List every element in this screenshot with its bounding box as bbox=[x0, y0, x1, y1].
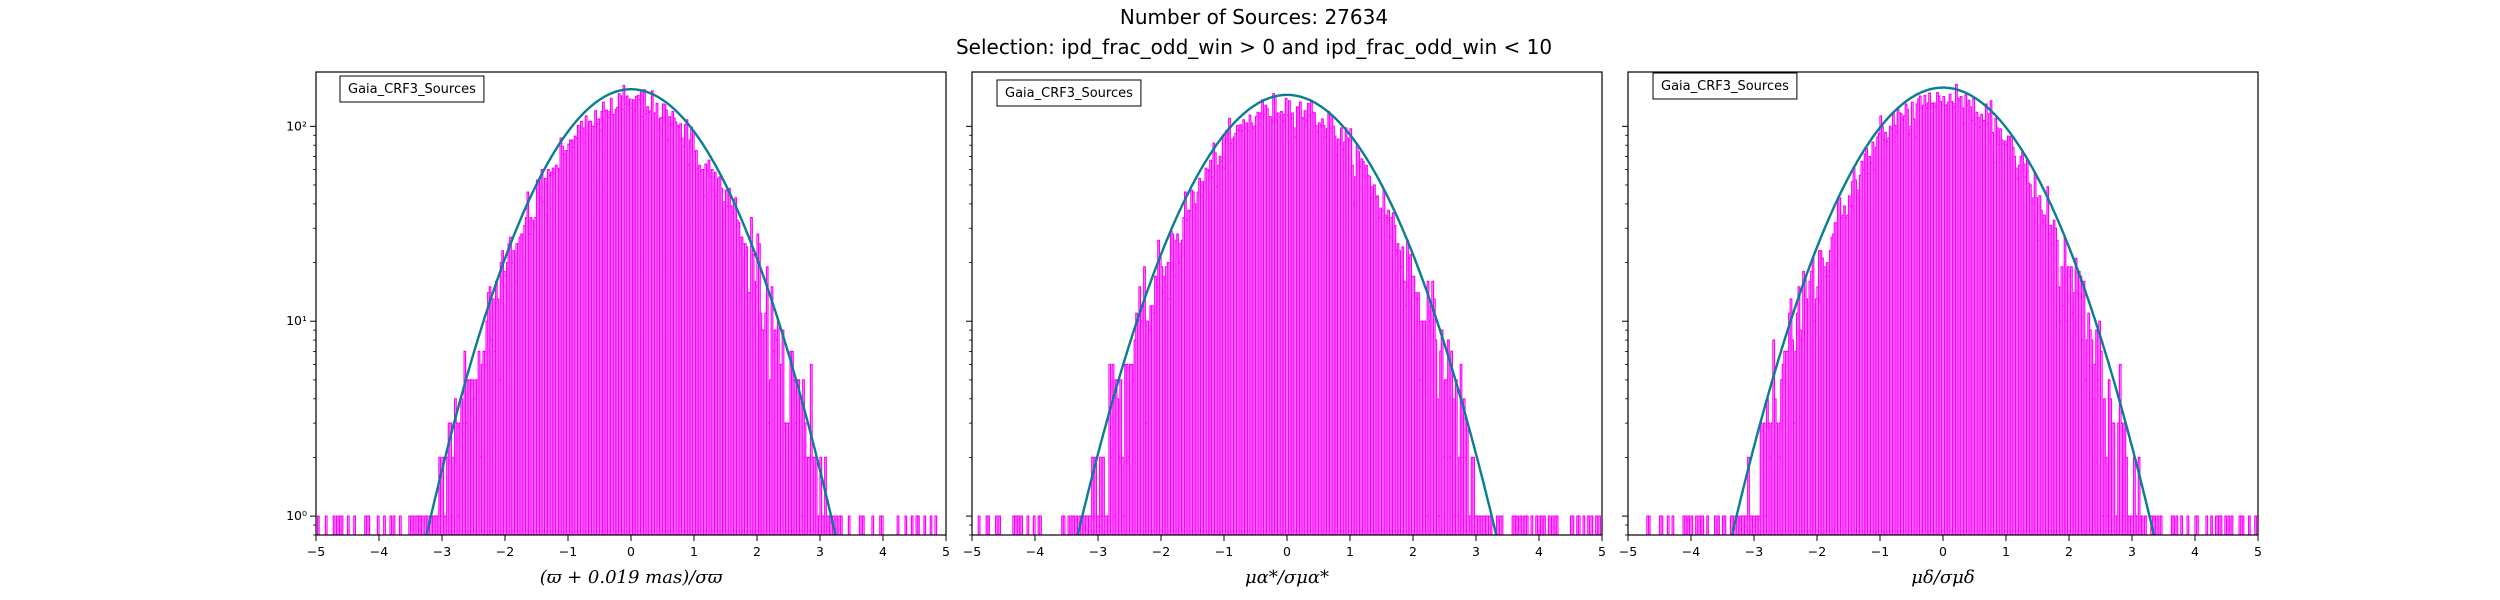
x-tick-label: 5 bbox=[1598, 544, 1606, 559]
x-tick-label: −2 bbox=[496, 544, 514, 559]
x-tick-label: −2 bbox=[1152, 544, 1170, 559]
x-tick-label: 2 bbox=[1409, 544, 1417, 559]
x-tick-label: −1 bbox=[559, 544, 577, 559]
x-tick-label: 3 bbox=[816, 544, 824, 559]
x-tick-label: 3 bbox=[1472, 544, 1480, 559]
x-tick-label: −3 bbox=[1745, 544, 1763, 559]
x-tick-label: −3 bbox=[433, 544, 451, 559]
x-tick-label: 1 bbox=[2002, 544, 2010, 559]
legend-label: Gaia_CRF3_Sources bbox=[1005, 86, 1133, 101]
legend-box bbox=[1652, 72, 1798, 100]
x-tick-label: 5 bbox=[942, 544, 950, 559]
histogram bbox=[317, 84, 938, 535]
plot-area bbox=[317, 84, 938, 535]
x-tick-label: 2 bbox=[2065, 544, 2073, 559]
fit-curve bbox=[1731, 87, 2155, 535]
x-tick-label: −1 bbox=[1215, 544, 1233, 559]
x-tick-label: −1 bbox=[1871, 544, 1889, 559]
x-tick-label: −5 bbox=[1619, 544, 1637, 559]
panels: −5 −4 −3 −2 −1 0 1 2 3 4 5 10⁰ 10¹ 10² (ϖ + 0.019 mas)… bbox=[286, 71, 2262, 588]
x-tick-label: 3 bbox=[2128, 544, 2136, 559]
plot-area bbox=[977, 93, 1601, 535]
suptitle-line2: Selection: ipd_frac_odd_win > 0 and ipd_… bbox=[956, 35, 1552, 59]
legend-box bbox=[339, 75, 485, 103]
plot-area bbox=[1646, 83, 2258, 535]
x-tick-label: 5 bbox=[2254, 544, 2262, 559]
x-axis-label: μδ/σμδ bbox=[1911, 567, 1974, 588]
legend-label: Gaia_CRF3_Sources bbox=[1661, 79, 1789, 94]
panel-2: −5 −4 −3 −2 −1 0 1 2 3 4 5 μα*/σμα* Gaia_CRF3_Source… bbox=[963, 71, 1606, 588]
histogram bbox=[1646, 83, 2258, 535]
x-tick-label: 0 bbox=[1283, 544, 1291, 559]
x-tick-label: −3 bbox=[1089, 544, 1107, 559]
x-tick-label: 2 bbox=[753, 544, 761, 559]
x-tick-label: −5 bbox=[963, 544, 981, 559]
legend-box bbox=[996, 79, 1142, 107]
fit-curve bbox=[425, 88, 837, 535]
x-tick-label: 1 bbox=[1346, 544, 1354, 559]
suptitle-line1: Number of Sources: 27634 bbox=[1120, 5, 1388, 29]
x-tick-label: −4 bbox=[1026, 544, 1044, 559]
y-tick-label: 10⁰ bbox=[286, 508, 307, 523]
x-axis-label: (ϖ + 0.019 mas)/σϖ bbox=[540, 567, 724, 588]
y-tick-label: 10¹ bbox=[286, 313, 307, 328]
x-axis-label: μα*/σμα* bbox=[1245, 567, 1329, 588]
fit-curve bbox=[1077, 94, 1497, 535]
x-tick-label: 4 bbox=[1535, 544, 1543, 559]
x-tick-label: 4 bbox=[2191, 544, 2199, 559]
histogram bbox=[977, 93, 1601, 535]
x-tick-label: 1 bbox=[690, 544, 698, 559]
panel-1: −5 −4 −3 −2 −1 0 1 2 3 4 5 10⁰ 10¹ 10² (ϖ + 0.019 mas)… bbox=[286, 71, 950, 588]
x-tick-label: −5 bbox=[307, 544, 325, 559]
x-tick-label: 0 bbox=[1939, 544, 1947, 559]
x-tick-label: 4 bbox=[879, 544, 887, 559]
panel-3: −5 −4 −3 −2 −1 0 1 2 3 4 5 μδ/σμδ Gaia_CRF3_Sources bbox=[1619, 71, 2262, 588]
x-tick-label: −2 bbox=[1808, 544, 1826, 559]
x-tick-label: −4 bbox=[370, 544, 388, 559]
y-tick-label: 10² bbox=[286, 118, 307, 133]
legend-label: Gaia_CRF3_Sources bbox=[348, 82, 476, 97]
x-tick-label: −4 bbox=[1682, 544, 1700, 559]
x-tick-label: 0 bbox=[627, 544, 635, 559]
